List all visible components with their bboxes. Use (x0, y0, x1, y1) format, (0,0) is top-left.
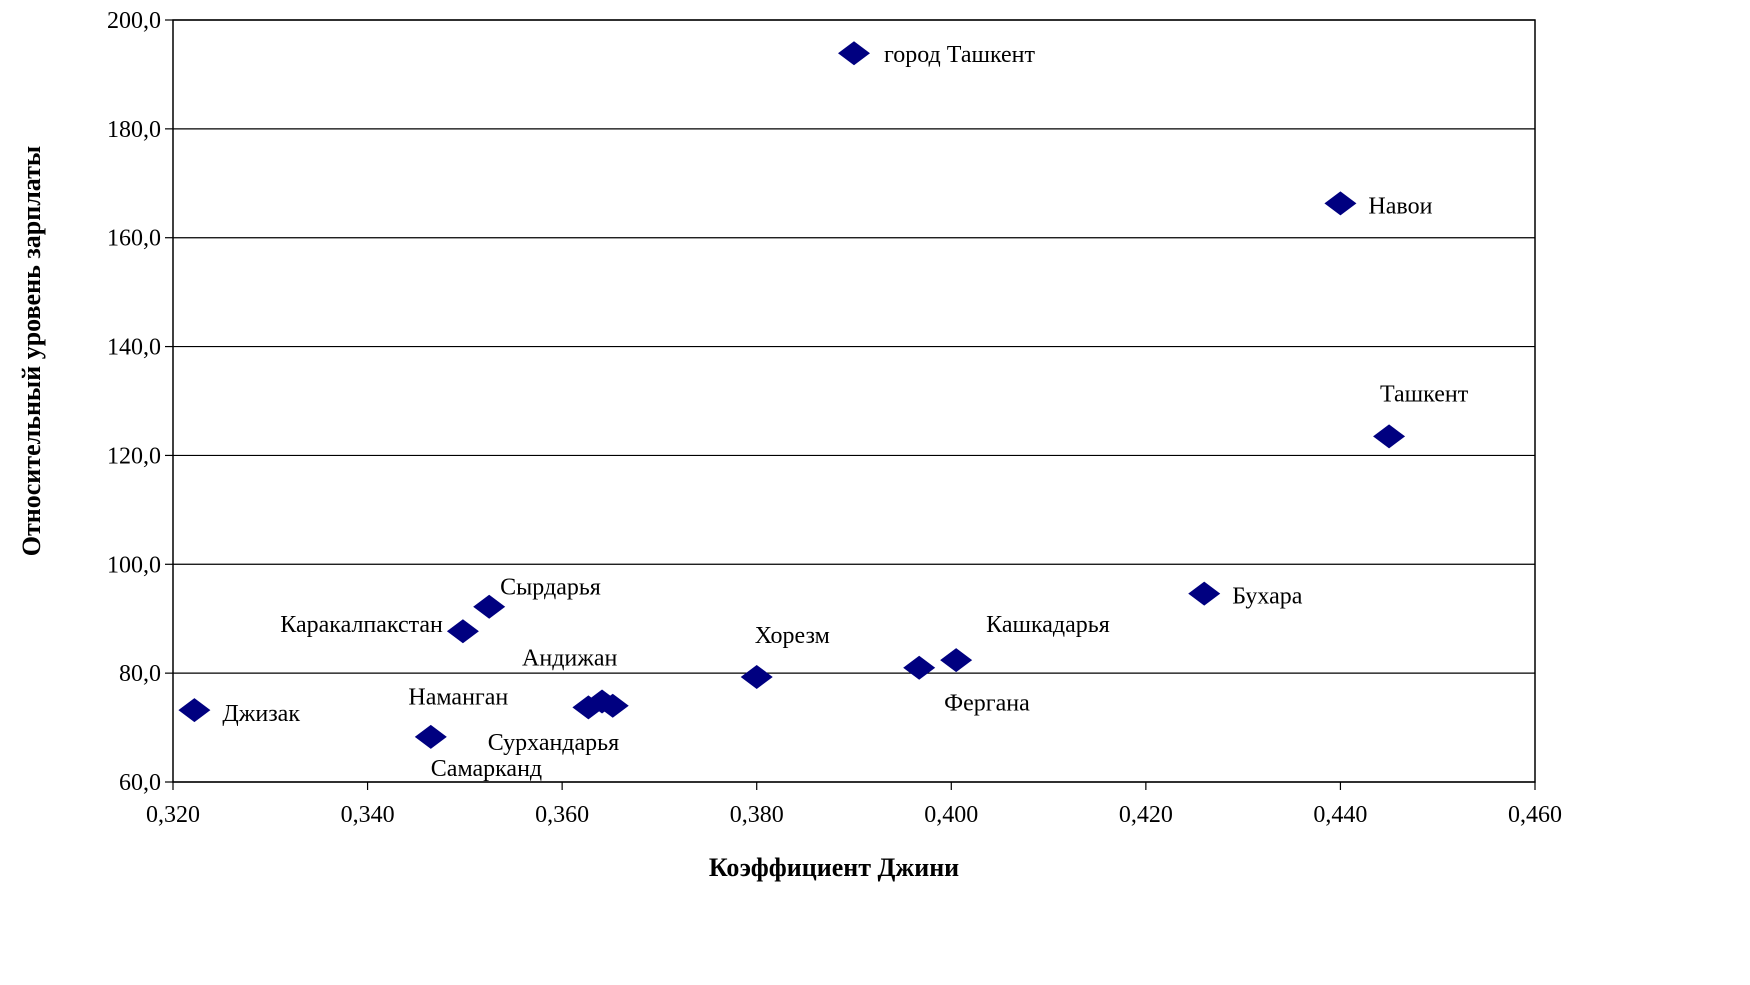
x-tick-label: 0,360 (535, 802, 589, 828)
plot-area-frame (172, 19, 1536, 783)
data-label: Сурхандарья (488, 730, 619, 756)
x-tick-label: 0,460 (1508, 802, 1562, 828)
x-tick-label: 0,380 (730, 802, 784, 828)
data-points (178, 41, 1406, 749)
y-tick-label: 100,0 (107, 552, 161, 578)
x-tick-label: 0,440 (1313, 802, 1367, 828)
data-label: Кашкадарья (986, 612, 1110, 638)
data-labels: город Ташкент Навои Ташкент Бухара Кашкадарь… (222, 42, 1468, 782)
data-point (740, 664, 773, 689)
data-point (572, 695, 605, 720)
data-label: Фергана (944, 691, 1030, 717)
data-point (596, 693, 629, 718)
y-tick-label: 80,0 (119, 661, 161, 687)
y-tick-label: 60,0 (119, 770, 161, 796)
data-point (178, 698, 211, 723)
x-tick-label: 0,320 (146, 802, 200, 828)
x-tick-label: 0,340 (341, 802, 395, 828)
data-label: город Ташкент (884, 42, 1036, 68)
data-label: Навои (1368, 193, 1432, 219)
y-tick-label: 140,0 (107, 335, 161, 361)
data-point (838, 41, 870, 66)
data-label: Сырдарья (500, 575, 601, 601)
data-point (1324, 191, 1357, 216)
grid-lines (173, 19, 1535, 783)
data-label: Самарканд (431, 756, 542, 782)
data-point (473, 594, 506, 619)
x-axis-ticks: 0,320 0,340 0,360 0,380 0,400 0,420 0,440 0,460 (146, 782, 1562, 828)
data-point (1373, 424, 1406, 449)
y-axis-title: Относительный уровень зарплаты (17, 146, 46, 556)
data-point (446, 619, 479, 644)
y-tick-label: 120,0 (107, 443, 161, 469)
data-label: Хорезм (755, 623, 830, 649)
data-point (414, 724, 447, 749)
data-label: Каракалпакстан (280, 612, 443, 638)
y-tick-label: 180,0 (107, 117, 161, 143)
y-tick-label: 160,0 (107, 226, 161, 252)
y-axis-ticks: 60,0 80,0 100,0 120,0 140,0 160,0 180,0 200,0 (107, 8, 173, 796)
data-point (903, 655, 936, 680)
data-label: Наманган (408, 684, 508, 710)
data-label: Бухара (1232, 584, 1303, 610)
data-label: Андижан (522, 645, 617, 671)
x-axis-title: Коэффициент Джини (709, 853, 959, 882)
data-point (940, 648, 973, 673)
data-label: Ташкент (1380, 381, 1469, 407)
data-point (1188, 581, 1221, 606)
y-tick-label: 200,0 (107, 8, 161, 34)
x-tick-label: 0,420 (1119, 802, 1173, 828)
data-label: Джизак (222, 701, 300, 727)
x-tick-label: 0,400 (924, 802, 978, 828)
